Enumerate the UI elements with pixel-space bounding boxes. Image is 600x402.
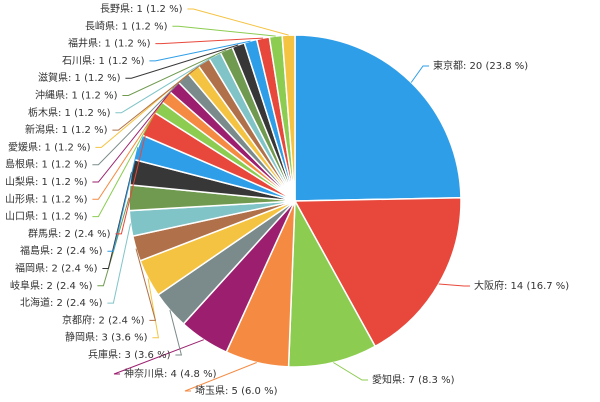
leader-line: [107, 147, 139, 252]
slice-label: 栃木県: 1 (1.2 %): [28, 106, 111, 119]
slice-label: 愛知県: 7 (8.3 %): [372, 373, 455, 386]
leader-line: [95, 69, 194, 148]
slice-label: 神奈川県: 4 (4.8 %): [124, 367, 217, 380]
slice-label: 山形県: 1 (1.2 %): [5, 193, 88, 205]
leader-line: [187, 8, 289, 36]
slices-layer: [128, 34, 462, 368]
slice-label: 滋賀県: 1 (1.2 %): [38, 71, 121, 84]
pie-slice[interactable]: [287, 198, 377, 368]
leader-line: [97, 197, 130, 287]
leader-line: [125, 44, 239, 79]
slice-label: 長野県: 1 (1.2 %): [100, 3, 183, 15]
leader-line: [92, 86, 175, 183]
leader-line: [147, 278, 159, 339]
slice-label: 島根県: 1 (1.2 %): [5, 158, 88, 171]
slice-label: 山梨県: 1 (1.2 %): [5, 175, 88, 188]
slice-label: 埼玉県: 5 (6.0 %): [195, 384, 278, 397]
pie-slice[interactable]: [294, 34, 462, 202]
slice-label: 静岡県: 3 (3.6 %): [65, 331, 148, 344]
slice-label: 兵庫県: 3 (3.6 %): [88, 348, 171, 361]
slice-label: 新潟県: 1 (1.2 %): [25, 123, 108, 136]
slice-label: 山口県: 1 (1.2 %): [5, 211, 88, 223]
slice-label: 福岡県: 2 (2.4 %): [15, 262, 98, 275]
leader-line: [172, 25, 276, 37]
leader-line: [113, 339, 204, 375]
labels-layer: 東京都: 20 (23.8 %) 大阪府: 14 (16.7 %) 愛知県: 7 (…: [5, 3, 569, 397]
leader-line: [112, 61, 205, 131]
slice-label: 大阪府: 14 (16.7 %): [474, 279, 569, 292]
leader-line: [115, 55, 216, 114]
leader-line: [102, 172, 132, 269]
leader-line: [184, 362, 257, 392]
slice-label: 石川県: 1 (1.2 %): [62, 55, 145, 67]
leader-line: [155, 37, 264, 45]
pie-slice[interactable]: [293, 197, 462, 348]
leader-line: [410, 65, 429, 83]
slice-label: 岐阜県: 2 (2.4 %): [10, 279, 93, 292]
slice-label: 福井県: 1 (1.2 %): [68, 37, 151, 50]
leader-line: [149, 40, 251, 62]
leader-line: [92, 77, 184, 166]
slice-label: 長崎県: 1 (1.2 %): [85, 19, 168, 32]
slice-label: 東京都: 20 (23.8 %): [433, 59, 528, 72]
leader-line: [169, 309, 183, 356]
leader-line: [333, 362, 368, 381]
slice-label: 京都府: 2 (2.4 %): [62, 313, 145, 326]
leader-line: [107, 223, 131, 304]
leader-line: [438, 283, 470, 287]
leader-line: [92, 96, 167, 200]
leader-line: [115, 123, 149, 235]
slice-label: 沖縄県: 1 (1.2 %): [35, 89, 118, 102]
leader-line: [135, 248, 157, 321]
leader-line: [92, 106, 159, 218]
leader-lines-layer: [92, 8, 470, 392]
slice-label: 北海道: 2 (2.4 %): [20, 296, 103, 309]
slice-label: 福島県: 2 (2.4 %): [20, 244, 103, 257]
slice-label: 群馬県: 2 (2.4 %): [28, 227, 111, 240]
leader-line: [122, 49, 227, 96]
slice-label: 愛媛県: 1 (1.2 %): [8, 140, 91, 153]
